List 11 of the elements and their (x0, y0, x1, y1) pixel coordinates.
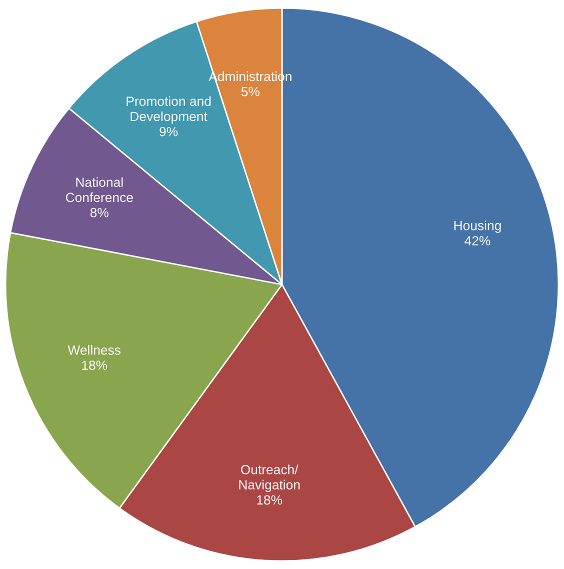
slice-label: Housing (454, 220, 501, 233)
data-label: 9% (160, 126, 178, 136)
data-label: 18% (82, 360, 108, 370)
data-label: 42% (464, 236, 490, 246)
slice-label: Wellness (68, 345, 121, 355)
data-label: 5% (241, 87, 260, 96)
data-label: 8% (90, 208, 108, 218)
slice-label: National Conference (66, 177, 133, 202)
slice-label: Outreach/ Navigation (239, 464, 300, 492)
slice-label: Promotion and Development (126, 96, 211, 124)
data-label: 18% (257, 495, 282, 505)
